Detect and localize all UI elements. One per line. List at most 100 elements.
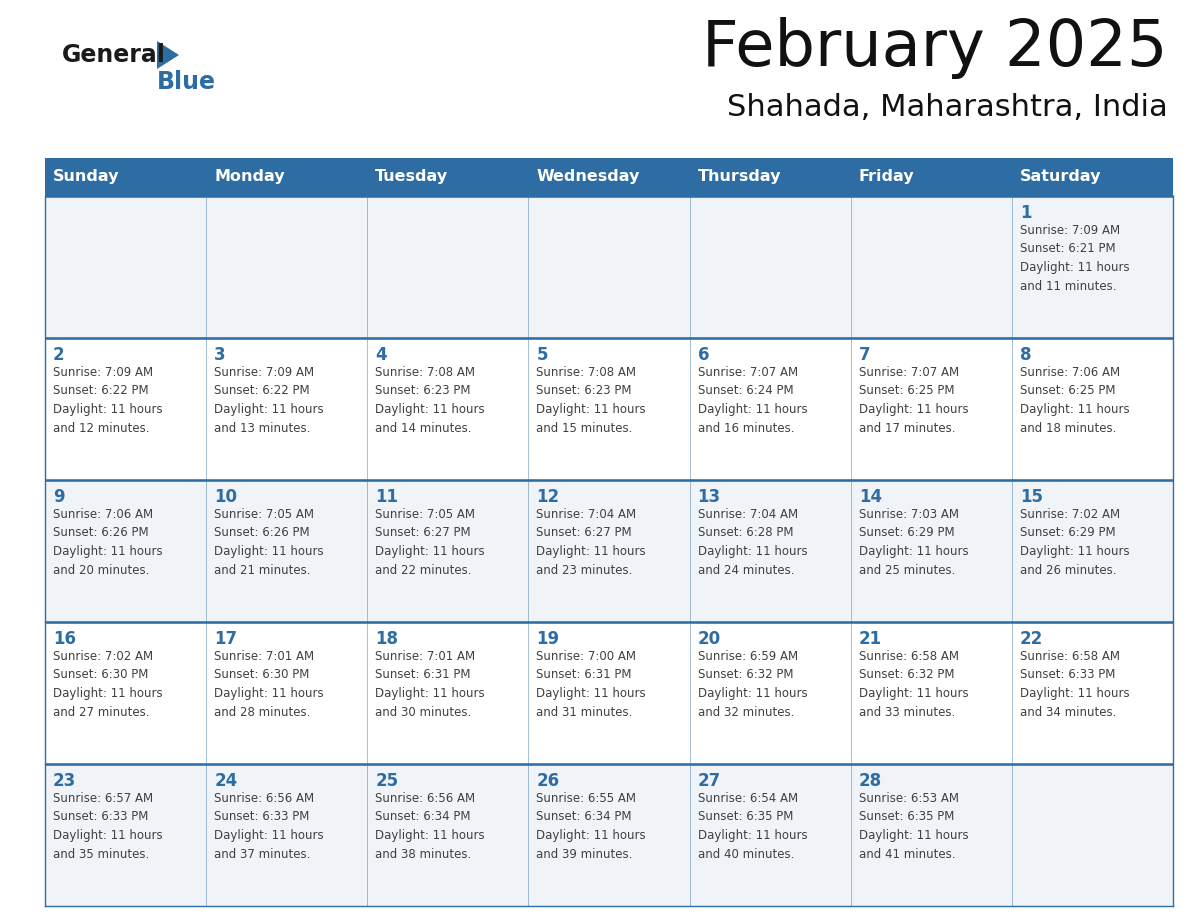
Bar (367, 196, 529, 338)
Text: 12: 12 (537, 488, 560, 506)
Text: Sunrise: 7:03 AM
Sunset: 6:29 PM
Daylight: 11 hours
and 25 minutes.: Sunrise: 7:03 AM Sunset: 6:29 PM Dayligh… (859, 508, 968, 577)
Text: Sunrise: 6:57 AM
Sunset: 6:33 PM
Daylight: 11 hours
and 35 minutes.: Sunrise: 6:57 AM Sunset: 6:33 PM Dayligh… (53, 792, 163, 860)
Text: Blue: Blue (157, 70, 216, 94)
Text: 2: 2 (53, 346, 64, 364)
Bar (1012, 338, 1173, 480)
Bar (207, 196, 367, 338)
Text: 5: 5 (537, 346, 548, 364)
Text: 24: 24 (214, 772, 238, 790)
Bar (45, 480, 207, 622)
Text: 18: 18 (375, 630, 398, 648)
Text: Sunrise: 6:58 AM
Sunset: 6:32 PM
Daylight: 11 hours
and 33 minutes.: Sunrise: 6:58 AM Sunset: 6:32 PM Dayligh… (859, 650, 968, 719)
Bar (45, 338, 207, 480)
Bar (689, 196, 851, 338)
Text: Sunrise: 7:07 AM
Sunset: 6:24 PM
Daylight: 11 hours
and 16 minutes.: Sunrise: 7:07 AM Sunset: 6:24 PM Dayligh… (697, 366, 807, 434)
Text: 21: 21 (859, 630, 881, 648)
Text: 26: 26 (537, 772, 560, 790)
Text: Sunrise: 7:09 AM
Sunset: 6:22 PM
Daylight: 11 hours
and 12 minutes.: Sunrise: 7:09 AM Sunset: 6:22 PM Dayligh… (53, 366, 163, 434)
Bar (851, 764, 1012, 906)
Bar (207, 480, 367, 622)
Bar (689, 622, 851, 764)
Text: Sunrise: 7:06 AM
Sunset: 6:25 PM
Daylight: 11 hours
and 18 minutes.: Sunrise: 7:06 AM Sunset: 6:25 PM Dayligh… (1019, 366, 1130, 434)
Text: February 2025: February 2025 (702, 17, 1168, 79)
Text: 4: 4 (375, 346, 387, 364)
Bar (45, 196, 207, 338)
Bar (689, 764, 851, 906)
Text: Sunday: Sunday (53, 170, 120, 185)
Text: Sunrise: 7:01 AM
Sunset: 6:30 PM
Daylight: 11 hours
and 28 minutes.: Sunrise: 7:01 AM Sunset: 6:30 PM Dayligh… (214, 650, 324, 719)
Text: Sunrise: 7:04 AM
Sunset: 6:27 PM
Daylight: 11 hours
and 23 minutes.: Sunrise: 7:04 AM Sunset: 6:27 PM Dayligh… (537, 508, 646, 577)
Bar (851, 196, 1012, 338)
Text: Thursday: Thursday (697, 170, 781, 185)
Bar (45, 158, 1173, 162)
Text: Wednesday: Wednesday (537, 170, 640, 185)
Text: Sunrise: 6:58 AM
Sunset: 6:33 PM
Daylight: 11 hours
and 34 minutes.: Sunrise: 6:58 AM Sunset: 6:33 PM Dayligh… (1019, 650, 1130, 719)
Text: Sunrise: 7:06 AM
Sunset: 6:26 PM
Daylight: 11 hours
and 20 minutes.: Sunrise: 7:06 AM Sunset: 6:26 PM Dayligh… (53, 508, 163, 577)
Text: Sunrise: 7:08 AM
Sunset: 6:23 PM
Daylight: 11 hours
and 15 minutes.: Sunrise: 7:08 AM Sunset: 6:23 PM Dayligh… (537, 366, 646, 434)
Text: 19: 19 (537, 630, 560, 648)
Text: Sunrise: 7:02 AM
Sunset: 6:30 PM
Daylight: 11 hours
and 27 minutes.: Sunrise: 7:02 AM Sunset: 6:30 PM Dayligh… (53, 650, 163, 719)
Text: Sunrise: 6:56 AM
Sunset: 6:33 PM
Daylight: 11 hours
and 37 minutes.: Sunrise: 6:56 AM Sunset: 6:33 PM Dayligh… (214, 792, 324, 860)
Text: 22: 22 (1019, 630, 1043, 648)
Bar (207, 338, 367, 480)
Text: 9: 9 (53, 488, 64, 506)
Text: Sunrise: 7:02 AM
Sunset: 6:29 PM
Daylight: 11 hours
and 26 minutes.: Sunrise: 7:02 AM Sunset: 6:29 PM Dayligh… (1019, 508, 1130, 577)
Bar (367, 480, 529, 622)
Bar (529, 338, 689, 480)
Bar (529, 480, 689, 622)
Text: Sunrise: 6:54 AM
Sunset: 6:35 PM
Daylight: 11 hours
and 40 minutes.: Sunrise: 6:54 AM Sunset: 6:35 PM Dayligh… (697, 792, 807, 860)
Text: 7: 7 (859, 346, 871, 364)
Text: Sunrise: 6:59 AM
Sunset: 6:32 PM
Daylight: 11 hours
and 32 minutes.: Sunrise: 6:59 AM Sunset: 6:32 PM Dayligh… (697, 650, 807, 719)
Bar (207, 764, 367, 906)
Text: 28: 28 (859, 772, 881, 790)
Text: Sunrise: 7:09 AM
Sunset: 6:22 PM
Daylight: 11 hours
and 13 minutes.: Sunrise: 7:09 AM Sunset: 6:22 PM Dayligh… (214, 366, 324, 434)
Text: Sunrise: 6:55 AM
Sunset: 6:34 PM
Daylight: 11 hours
and 39 minutes.: Sunrise: 6:55 AM Sunset: 6:34 PM Dayligh… (537, 792, 646, 860)
Text: Monday: Monday (214, 170, 285, 185)
Text: 25: 25 (375, 772, 398, 790)
Text: 8: 8 (1019, 346, 1031, 364)
Bar (851, 622, 1012, 764)
Text: Tuesday: Tuesday (375, 170, 448, 185)
Text: 10: 10 (214, 488, 238, 506)
Text: 20: 20 (697, 630, 721, 648)
Bar (529, 622, 689, 764)
Text: Sunrise: 7:01 AM
Sunset: 6:31 PM
Daylight: 11 hours
and 30 minutes.: Sunrise: 7:01 AM Sunset: 6:31 PM Dayligh… (375, 650, 485, 719)
Text: Saturday: Saturday (1019, 170, 1101, 185)
Text: Sunrise: 6:53 AM
Sunset: 6:35 PM
Daylight: 11 hours
and 41 minutes.: Sunrise: 6:53 AM Sunset: 6:35 PM Dayligh… (859, 792, 968, 860)
Text: Sunrise: 7:09 AM
Sunset: 6:21 PM
Daylight: 11 hours
and 11 minutes.: Sunrise: 7:09 AM Sunset: 6:21 PM Dayligh… (1019, 224, 1130, 293)
Text: Sunrise: 7:08 AM
Sunset: 6:23 PM
Daylight: 11 hours
and 14 minutes.: Sunrise: 7:08 AM Sunset: 6:23 PM Dayligh… (375, 366, 485, 434)
Text: 17: 17 (214, 630, 238, 648)
Text: Sunrise: 7:05 AM
Sunset: 6:26 PM
Daylight: 11 hours
and 21 minutes.: Sunrise: 7:05 AM Sunset: 6:26 PM Dayligh… (214, 508, 324, 577)
Text: Sunrise: 6:56 AM
Sunset: 6:34 PM
Daylight: 11 hours
and 38 minutes.: Sunrise: 6:56 AM Sunset: 6:34 PM Dayligh… (375, 792, 485, 860)
Bar (689, 480, 851, 622)
Bar (367, 622, 529, 764)
Bar (45, 622, 207, 764)
Text: 3: 3 (214, 346, 226, 364)
Text: Sunrise: 7:07 AM
Sunset: 6:25 PM
Daylight: 11 hours
and 17 minutes.: Sunrise: 7:07 AM Sunset: 6:25 PM Dayligh… (859, 366, 968, 434)
Bar (529, 196, 689, 338)
Text: 14: 14 (859, 488, 881, 506)
Text: Friday: Friday (859, 170, 915, 185)
Bar (689, 338, 851, 480)
Text: Sunrise: 7:00 AM
Sunset: 6:31 PM
Daylight: 11 hours
and 31 minutes.: Sunrise: 7:00 AM Sunset: 6:31 PM Dayligh… (537, 650, 646, 719)
Text: Sunrise: 7:04 AM
Sunset: 6:28 PM
Daylight: 11 hours
and 24 minutes.: Sunrise: 7:04 AM Sunset: 6:28 PM Dayligh… (697, 508, 807, 577)
Bar (1012, 622, 1173, 764)
Bar (529, 764, 689, 906)
Text: 27: 27 (697, 772, 721, 790)
Bar (1012, 480, 1173, 622)
Text: 23: 23 (53, 772, 76, 790)
Bar (1012, 196, 1173, 338)
Text: 11: 11 (375, 488, 398, 506)
Text: 6: 6 (697, 346, 709, 364)
Bar (851, 338, 1012, 480)
Text: General: General (62, 43, 166, 67)
Bar (45, 764, 207, 906)
Text: 16: 16 (53, 630, 76, 648)
Text: Shahada, Maharashtra, India: Shahada, Maharashtra, India (727, 94, 1168, 122)
Bar (367, 764, 529, 906)
Bar (1012, 764, 1173, 906)
Text: 1: 1 (1019, 204, 1031, 222)
Polygon shape (157, 41, 179, 69)
Bar (207, 622, 367, 764)
Text: Sunrise: 7:05 AM
Sunset: 6:27 PM
Daylight: 11 hours
and 22 minutes.: Sunrise: 7:05 AM Sunset: 6:27 PM Dayligh… (375, 508, 485, 577)
